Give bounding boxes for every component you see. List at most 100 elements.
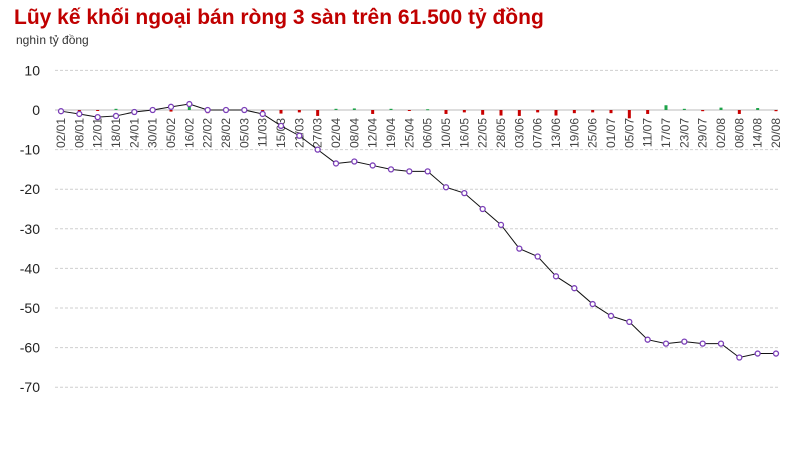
data-point [112, 112, 120, 120]
daily-bar [499, 110, 503, 116]
data-point [406, 168, 413, 175]
x-tick-label: 20/08 [769, 118, 783, 148]
y-tick-label: 0 [32, 102, 40, 118]
x-tick-label: 23/07 [677, 118, 691, 148]
x-tick-label: 02/04 [329, 118, 343, 148]
x-tick-label: 02/01 [54, 118, 68, 148]
chart-title: Lũy kế khối ngoại bán ròng 3 sàn trên 61… [14, 6, 544, 29]
data-point [369, 162, 376, 169]
data-point [607, 312, 615, 320]
y-tick-label: -40 [20, 260, 40, 276]
daily-bar [426, 109, 430, 111]
daily-bar [462, 110, 466, 113]
daily-bar [407, 110, 411, 111]
x-tick-label: 28/02 [219, 118, 233, 148]
data-point [534, 253, 541, 260]
data-point [442, 184, 450, 191]
data-point [681, 338, 688, 345]
data-point [552, 273, 560, 280]
x-tick-label: 16/05 [457, 118, 471, 148]
daily-bar [554, 110, 558, 116]
daily-bar [719, 107, 723, 110]
daily-bar [444, 110, 448, 114]
daily-bar [481, 110, 485, 115]
daily-bar [187, 106, 191, 110]
daily-bar [96, 110, 100, 111]
data-point [754, 350, 761, 357]
x-tick-label: 13/06 [549, 118, 563, 148]
x-tick-label: 08/01 [72, 118, 86, 148]
y-tick-label: -10 [20, 142, 40, 158]
x-tick-label: 29/07 [696, 118, 710, 148]
daily-bar [371, 110, 375, 114]
data-point [589, 300, 596, 308]
data-point [296, 132, 303, 139]
data-point [497, 221, 505, 228]
x-tick-label: 14/08 [751, 118, 765, 148]
daily-bar [77, 110, 81, 112]
data-point [772, 350, 780, 357]
x-tick-label: 08/08 [732, 118, 746, 148]
daily-bar [536, 110, 540, 113]
x-tick-label: 05/03 [237, 118, 251, 148]
x-tick-label: 18/01 [109, 118, 123, 148]
data-point [699, 340, 706, 347]
data-point [314, 146, 321, 153]
x-tick-label: 08/04 [347, 118, 361, 148]
daily-bar [609, 110, 613, 114]
x-tick-label: 22/02 [201, 118, 215, 148]
x-tick-label: 24/01 [127, 118, 141, 148]
daily-bar [591, 110, 595, 113]
daily-bar [756, 108, 760, 110]
data-point [222, 106, 230, 114]
data-point [662, 340, 670, 347]
daily-bar [646, 110, 650, 114]
data-point [149, 106, 156, 114]
x-tick-label: 03/06 [512, 118, 526, 148]
x-tick-label: 01/07 [604, 118, 618, 148]
x-tick-label: 19/04 [384, 118, 398, 148]
data-point [131, 108, 138, 116]
daily-bar [316, 110, 320, 116]
daily-bar [774, 110, 778, 112]
y-tick-label: -20 [20, 181, 40, 197]
data-point [351, 158, 358, 165]
x-tick-label: 10/05 [439, 118, 453, 148]
daily-bar [169, 110, 173, 112]
x-tick-label: 30/01 [146, 118, 160, 148]
y-tick-label: -70 [20, 379, 40, 395]
y-tick-label: -30 [20, 221, 40, 237]
x-tick-label: 17/07 [659, 118, 673, 148]
data-point [186, 100, 193, 108]
daily-bar [389, 108, 393, 110]
x-tick-label: 15/03 [274, 118, 288, 148]
daily-bar [517, 110, 521, 116]
data-point [717, 340, 725, 347]
data-point [241, 106, 248, 114]
daily-bar [737, 110, 741, 114]
x-tick-label: 22/05 [476, 118, 490, 148]
data-point [94, 113, 101, 121]
y-axis-unit: nghìn tỷ đồng [16, 33, 89, 47]
data-point [204, 106, 211, 114]
data-point [571, 285, 578, 292]
data-point [332, 160, 340, 167]
y-tick-label: -50 [20, 300, 40, 316]
data-point [626, 318, 633, 326]
x-tick-label: 19/06 [567, 118, 581, 148]
x-tick-label: 05/07 [622, 118, 636, 148]
data-point [461, 190, 468, 197]
x-tick-label: 25/06 [586, 118, 600, 148]
data-point [424, 168, 431, 175]
data-point [76, 110, 83, 118]
daily-bar [627, 110, 631, 119]
data-point [57, 108, 65, 115]
data-point [516, 245, 523, 252]
x-tick-label: 07/06 [531, 118, 545, 148]
x-tick-label: 05/02 [164, 118, 178, 148]
x-tick-label: 11/03 [256, 118, 270, 147]
daily-bar [664, 105, 668, 110]
x-tick-label: 12/04 [366, 118, 380, 148]
y-tick-label: 10 [24, 62, 40, 78]
